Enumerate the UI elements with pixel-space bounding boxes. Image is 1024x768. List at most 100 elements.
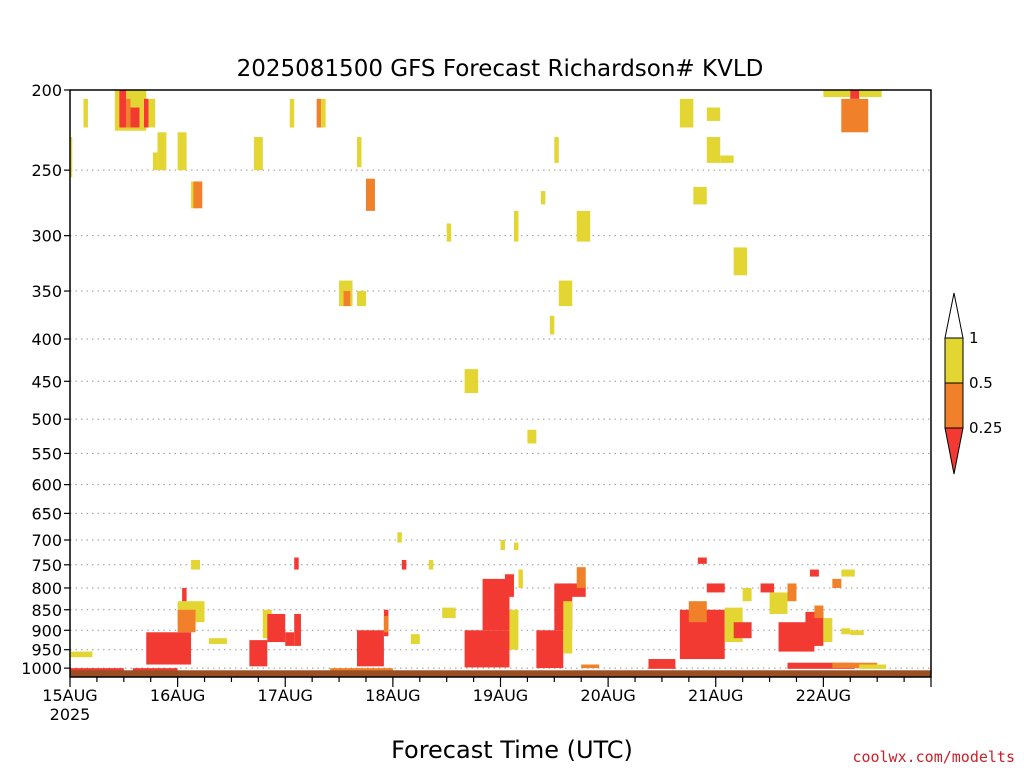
x-axis-label: Forecast Time (UTC) <box>391 736 633 764</box>
ri-cell <box>152 152 158 171</box>
ri-cell <box>316 98 322 128</box>
ri-cell <box>809 569 819 577</box>
y-tick-label: 850 <box>31 601 62 620</box>
ri-cell <box>177 132 187 171</box>
ri-cell <box>540 191 546 205</box>
ri-cell <box>446 223 452 242</box>
ri-cell <box>814 605 824 619</box>
y-tick-label: 200 <box>31 81 62 100</box>
ri-cell <box>464 369 479 394</box>
y-tick-label: 800 <box>31 579 62 598</box>
chart-title: 2025081500 GFS Forecast Richardson# KVLD <box>237 56 764 82</box>
ri-cell <box>365 178 375 211</box>
ri-cell <box>536 630 564 669</box>
ri-cell <box>209 638 227 644</box>
ri-cell <box>182 587 187 602</box>
ri-cell <box>693 186 707 205</box>
ri-cell <box>500 540 505 551</box>
colorbar-label: 0.5 <box>969 374 993 392</box>
ri-cell <box>130 107 140 128</box>
y-tick-label: 650 <box>31 504 62 523</box>
y-tick-label: 950 <box>31 641 62 660</box>
colorbar-swatch <box>944 382 964 429</box>
colorbar-swatch <box>944 337 964 384</box>
ri-cell <box>126 98 131 128</box>
ri-cell <box>706 107 721 121</box>
ground-layer <box>70 670 931 677</box>
ri-cell <box>841 569 855 577</box>
ri-cell <box>859 664 887 669</box>
x-tick-label: 21AUG <box>688 686 743 705</box>
y-tick-label: 750 <box>31 556 62 575</box>
x-tick-label: 18AUG <box>365 686 420 705</box>
ri-cell <box>70 668 124 671</box>
ri-cell <box>769 592 788 614</box>
ri-cell <box>249 640 268 667</box>
y-tick-label: 700 <box>31 531 62 550</box>
y-tick-label: 250 <box>31 161 62 180</box>
y-tick-label: 500 <box>31 410 62 429</box>
x-tick-label: 19AUG <box>473 686 528 705</box>
ri-cell <box>832 662 878 669</box>
ri-cell <box>576 210 591 242</box>
ri-cell <box>527 429 537 444</box>
x-tick-label: 15AUG <box>42 686 97 705</box>
ri-cell <box>823 90 851 98</box>
ri-cell <box>157 132 167 171</box>
colorbar-label: 0.25 <box>969 419 1002 437</box>
ri-cell <box>805 611 824 646</box>
ri-cell <box>760 583 775 593</box>
ri-cell <box>397 532 402 543</box>
ri-cell <box>581 664 600 669</box>
colorbar-bottom-arrow <box>944 427 964 475</box>
y-axis: 200 250 300 350 400 450 500 550 600 650 700 750 800 8… <box>21 81 70 678</box>
ri-cell <box>357 291 366 307</box>
y-tick-label: 550 <box>31 444 62 463</box>
ri-cell <box>742 587 752 602</box>
ri-cell <box>576 567 586 588</box>
ri-cell <box>285 632 295 646</box>
ri-cell <box>841 628 851 635</box>
colorbar: 1 0.5 0.25 <box>944 292 1002 475</box>
ri-cell <box>720 155 734 163</box>
x-tick-label: 17AUG <box>258 686 313 705</box>
ri-cell <box>294 613 301 646</box>
ri-cell <box>294 557 299 570</box>
ri-cell <box>787 662 855 669</box>
ri-cell <box>518 569 523 588</box>
ri-cell <box>119 90 127 128</box>
ri-cell <box>70 651 93 658</box>
ri-cell <box>688 601 707 623</box>
ri-cell <box>464 630 510 668</box>
credit-text: coolwx.com/modelts <box>852 748 1015 766</box>
ri-cell <box>733 622 752 639</box>
ri-cell <box>357 630 384 667</box>
ri-cell <box>509 609 519 650</box>
ri-cell <box>83 98 88 128</box>
ri-cell <box>357 137 362 168</box>
ri-cell <box>132 668 178 671</box>
ri-cell <box>401 559 407 570</box>
ri-cell <box>648 659 676 669</box>
ri-cell <box>549 315 555 335</box>
x-tick-sublabel: 2025 <box>50 705 91 724</box>
x-tick-label: 16AUG <box>150 686 205 705</box>
ri-cell <box>253 137 263 171</box>
y-tick-label: 900 <box>31 621 62 640</box>
ri-cell <box>513 542 519 551</box>
ri-cell <box>146 632 192 665</box>
ri-cell <box>513 210 519 242</box>
ri-cell <box>410 634 420 644</box>
colorbar-top-arrow <box>944 292 964 339</box>
ri-cell <box>289 98 295 128</box>
ri-cell <box>343 291 351 307</box>
ri-cell <box>558 280 573 307</box>
ri-cell <box>832 578 842 588</box>
ri-cell <box>146 98 156 128</box>
ri-cell <box>267 613 286 643</box>
y-tick-label: 600 <box>31 476 62 495</box>
ri-cell <box>321 98 326 128</box>
ri-cell <box>330 668 393 673</box>
